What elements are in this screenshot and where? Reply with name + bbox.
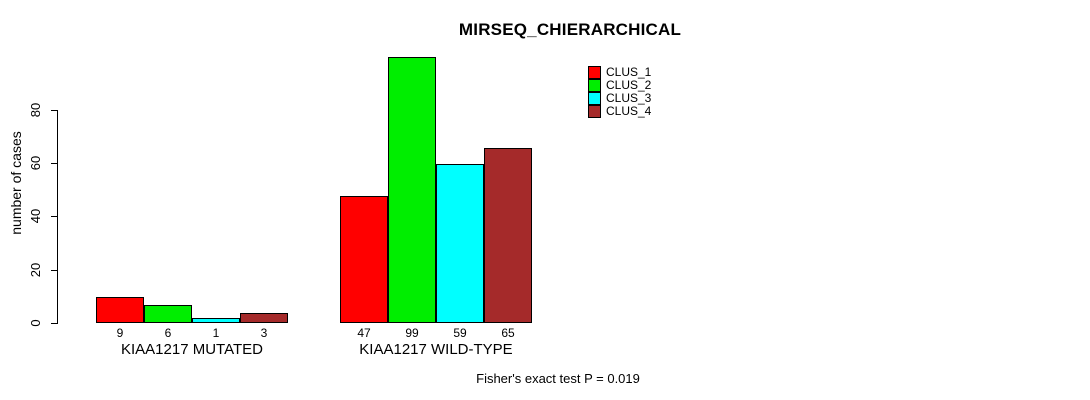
group-label: KIAA1217 WILD-TYPE [359, 341, 513, 358]
legend-label: CLUS_1 [606, 65, 652, 79]
bar-clus_3 [192, 318, 240, 323]
y-tick [51, 323, 57, 324]
bar-clus_4 [240, 313, 288, 323]
y-axis-line [57, 109, 58, 324]
legend-item: CLUS_1 [588, 66, 651, 79]
y-tick [51, 163, 57, 165]
y-tick-label: 20 [28, 262, 43, 277]
legend-label: CLUS_3 [606, 91, 652, 105]
legend-item: CLUS_4 [588, 105, 651, 118]
bar-clus_4 [484, 147, 532, 323]
y-tick-label: 60 [28, 155, 43, 171]
y-tick-label: 40 [28, 209, 43, 224]
bar-value-label: 65 [501, 326, 515, 340]
y-tick-label: 0 [28, 319, 43, 327]
bar-clus_1 [96, 297, 144, 323]
legend-swatch [588, 66, 601, 79]
bar-clus_2 [388, 57, 436, 323]
y-tick [51, 216, 57, 218]
bar-value-label: 59 [453, 326, 467, 340]
y-tick-label: 80 [28, 102, 43, 118]
chart-title: MIRSEQ_CHIERARCHICAL [458, 20, 682, 39]
group-label: KIAA1217 MUTATED [121, 341, 263, 358]
y-tick [51, 109, 57, 111]
bar-value-label: 1 [212, 326, 220, 340]
legend-swatch [588, 105, 601, 118]
bar-value-label: 3 [260, 326, 268, 340]
bar-clus_1 [340, 195, 388, 323]
legend-label: CLUS_2 [606, 78, 652, 92]
y-axis-label: number of cases [8, 131, 24, 235]
legend-swatch [588, 92, 601, 105]
bar-value-label: 47 [357, 326, 371, 340]
bar-clus_3 [436, 163, 484, 323]
stat-test-annotation: Fisher's exact test P = 0.019 [476, 371, 640, 386]
bar-value-label: 6 [164, 326, 172, 340]
legend-item: CLUS_3 [588, 92, 651, 105]
bar-clus_2 [144, 305, 192, 323]
y-tick [51, 269, 57, 271]
legend-label: CLUS_4 [606, 104, 652, 118]
bar-value-label: 9 [116, 326, 124, 340]
legend-item: CLUS_2 [588, 79, 651, 92]
legend: CLUS_1 CLUS_2 CLUS_3 CLUS_4 [588, 66, 651, 118]
legend-swatch [588, 79, 601, 92]
bar-value-label: 99 [405, 326, 419, 340]
